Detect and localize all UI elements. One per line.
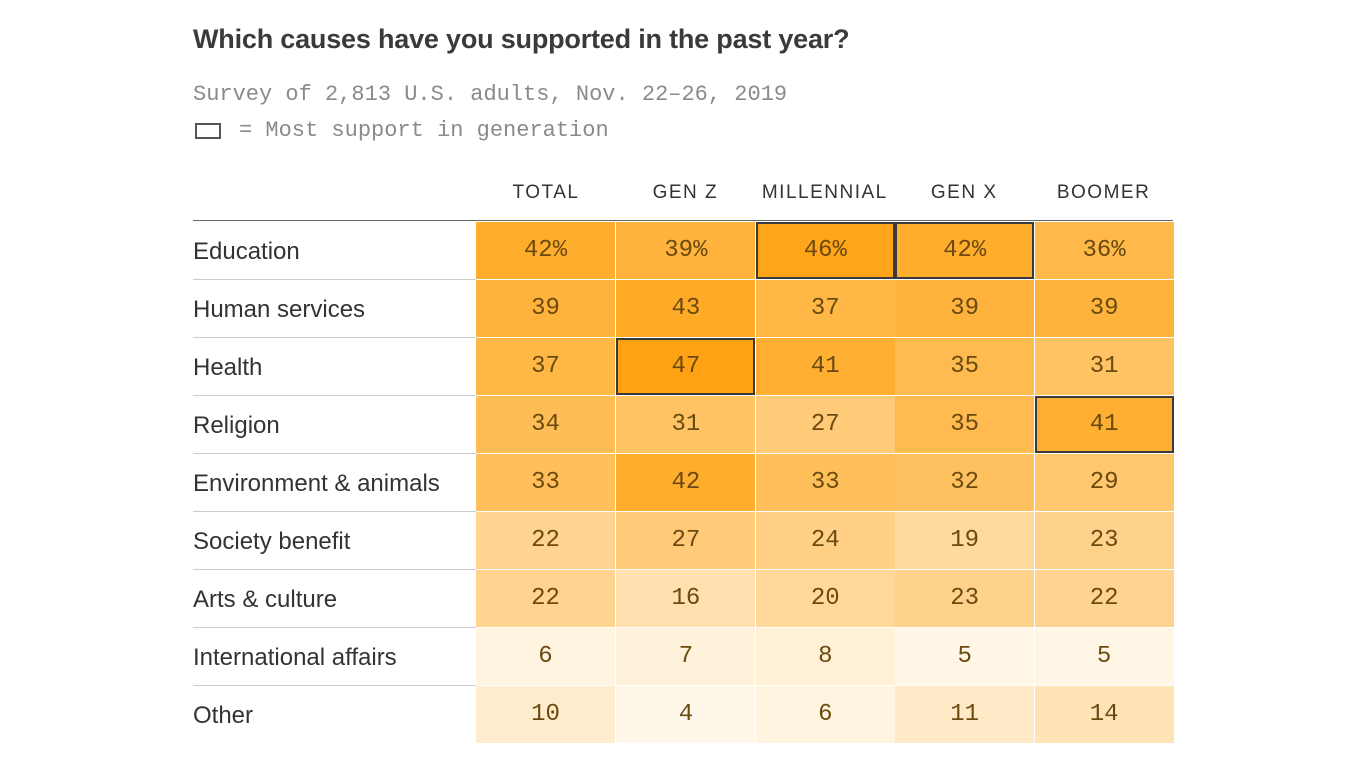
row-label: Religion <box>193 396 476 454</box>
heatmap-cell: 16 <box>616 570 756 627</box>
heatmap-cell: 37 <box>476 338 615 395</box>
column-header: TOTAL <box>512 182 580 203</box>
heatmap-cell: 5 <box>895 628 1035 685</box>
heatmap-cell: 32 <box>895 454 1035 511</box>
heatmap-cell: 39 <box>895 280 1035 337</box>
heatmap-cell: 42% <box>476 222 615 279</box>
heatmap-cell: 35 <box>895 396 1035 453</box>
heatmap-cell: 27 <box>755 396 895 453</box>
heatmap-cell: 35 <box>895 338 1035 395</box>
highlight-box-icon <box>195 122 221 139</box>
row-label: Other <box>193 702 254 729</box>
heatmap-cell: 41 <box>1034 396 1174 453</box>
legend: = Most support in generation <box>193 118 609 143</box>
heatmap-cell: 33 <box>476 454 615 511</box>
heatmap-cell: 39% <box>616 222 756 279</box>
header-divider <box>193 220 1173 221</box>
heatmap-cell: 29 <box>1034 454 1174 511</box>
row-label: International affairs <box>193 628 476 686</box>
heatmap-cell: 36% <box>1034 222 1174 279</box>
heatmap-cell: 46% <box>755 222 895 279</box>
heatmap-cell: 22 <box>476 570 615 627</box>
heatmap-cell: 11 <box>895 686 1035 743</box>
heatmap-cell: 27 <box>616 512 756 569</box>
heatmap-cell: 41 <box>755 338 895 395</box>
heatmap-cell: 42% <box>895 222 1035 279</box>
heatmap-cell: 22 <box>1034 570 1174 627</box>
heatmap-cell: 5 <box>1034 628 1174 685</box>
row-label: Health <box>193 338 476 396</box>
heatmap-cell: 31 <box>1034 338 1174 395</box>
row-label: Arts & culture <box>193 570 476 628</box>
chart-subtitle: Survey of 2,813 U.S. adults, Nov. 22–26,… <box>193 82 788 107</box>
heatmap-cell: 23 <box>1034 512 1174 569</box>
row-label: Education <box>193 222 476 280</box>
heatmap-cell: 19 <box>895 512 1035 569</box>
heatmap-cell: 14 <box>1034 686 1174 743</box>
heatmap-cell: 37 <box>755 280 895 337</box>
heatmap-cell: 31 <box>616 396 756 453</box>
heatmap-cell: 10 <box>476 686 615 743</box>
heatmap-cell: 4 <box>616 686 756 743</box>
heatmap-cell: 43 <box>616 280 756 337</box>
column-header: MILLENNIAL <box>761 182 888 203</box>
row-label: Human services <box>193 280 476 338</box>
column-header: GEN X <box>930 182 998 203</box>
heatmap-cell: 22 <box>476 512 615 569</box>
heatmap-cell: 47 <box>616 338 756 395</box>
heatmap-cell: 6 <box>476 628 615 685</box>
heatmap-cell: 20 <box>755 570 895 627</box>
row-label: Society benefit <box>193 512 476 570</box>
heatmap-cell: 33 <box>755 454 895 511</box>
legend-label: = Most support in generation <box>239 118 609 143</box>
row-label: Environment & animals <box>193 454 476 512</box>
heatmap-cell: 42 <box>616 454 756 511</box>
heatmap-cell: 8 <box>755 628 895 685</box>
column-header: BOOMER <box>1056 182 1151 203</box>
heatmap-cell: 7 <box>616 628 756 685</box>
heatmap-cell: 6 <box>755 686 895 743</box>
chart-title: Which causes have you supported in the p… <box>193 24 850 54</box>
column-header: GEN Z <box>652 182 719 203</box>
heatmap-cell: 39 <box>476 280 615 337</box>
heatmap-cell: 39 <box>1034 280 1174 337</box>
heatmap-cell: 34 <box>476 396 615 453</box>
heatmap-cell: 23 <box>895 570 1035 627</box>
heatmap-cell: 24 <box>755 512 895 569</box>
